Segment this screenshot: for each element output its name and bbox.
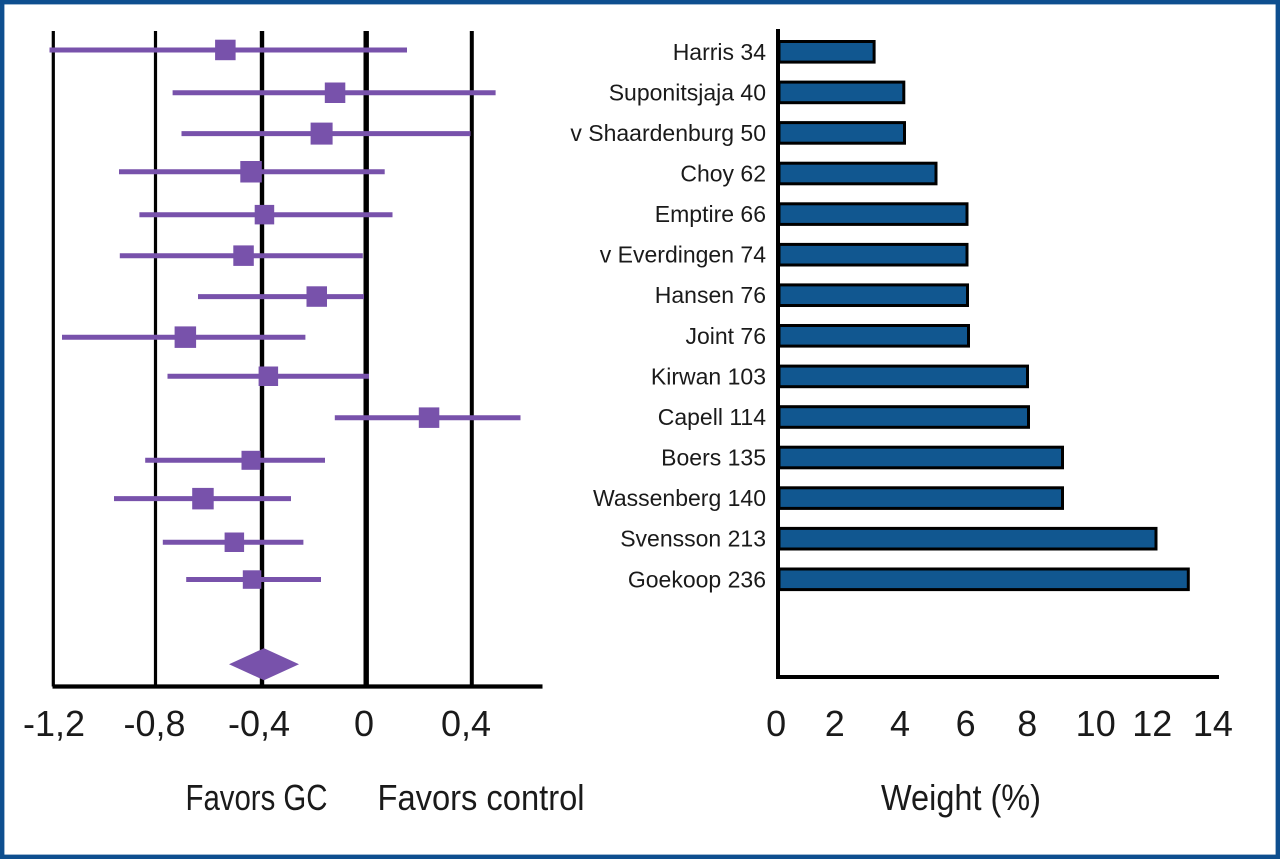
svg-text:0: 0 xyxy=(766,703,786,744)
svg-text:Goekoop 236: Goekoop 236 xyxy=(628,566,766,592)
svg-text:8: 8 xyxy=(1017,703,1037,744)
svg-text:Capell 114: Capell 114 xyxy=(658,404,766,430)
svg-text:0: 0 xyxy=(354,703,374,744)
svg-text:Boers 135: Boers 135 xyxy=(661,445,766,471)
svg-text:Emptire 66: Emptire 66 xyxy=(655,201,766,227)
svg-text:12: 12 xyxy=(1132,703,1172,744)
svg-text:Wassenberg 140: Wassenberg 140 xyxy=(593,485,766,511)
svg-text:-0,8: -0,8 xyxy=(123,703,185,744)
svg-text:2: 2 xyxy=(825,703,845,744)
svg-text:Suponitsjaja 40: Suponitsjaja 40 xyxy=(609,79,766,105)
svg-text:v Shaardenburg 50: v Shaardenburg 50 xyxy=(570,120,766,146)
svg-text:Joint 76: Joint 76 xyxy=(685,323,766,349)
svg-text:Favors GC: Favors GC xyxy=(186,777,328,818)
svg-text:Favors control: Favors control xyxy=(378,777,585,818)
svg-text:6: 6 xyxy=(956,703,976,744)
svg-text:-0,4: -0,4 xyxy=(228,703,290,744)
svg-text:Svensson 213: Svensson 213 xyxy=(620,526,766,552)
svg-text:14: 14 xyxy=(1193,703,1233,744)
svg-text:Hansen 76: Hansen 76 xyxy=(655,282,766,308)
svg-text:Weight (%): Weight (%) xyxy=(881,777,1041,818)
svg-text:4: 4 xyxy=(890,703,910,744)
svg-text:-1,2: -1,2 xyxy=(23,703,85,744)
svg-text:0,4: 0,4 xyxy=(441,703,491,744)
svg-text:v Everdingen 74: v Everdingen 74 xyxy=(600,242,766,268)
svg-text:10: 10 xyxy=(1076,703,1116,744)
svg-text:Harris 34: Harris 34 xyxy=(673,39,767,65)
svg-text:Choy 62: Choy 62 xyxy=(680,161,766,187)
svg-text:Kirwan 103: Kirwan 103 xyxy=(651,363,766,389)
